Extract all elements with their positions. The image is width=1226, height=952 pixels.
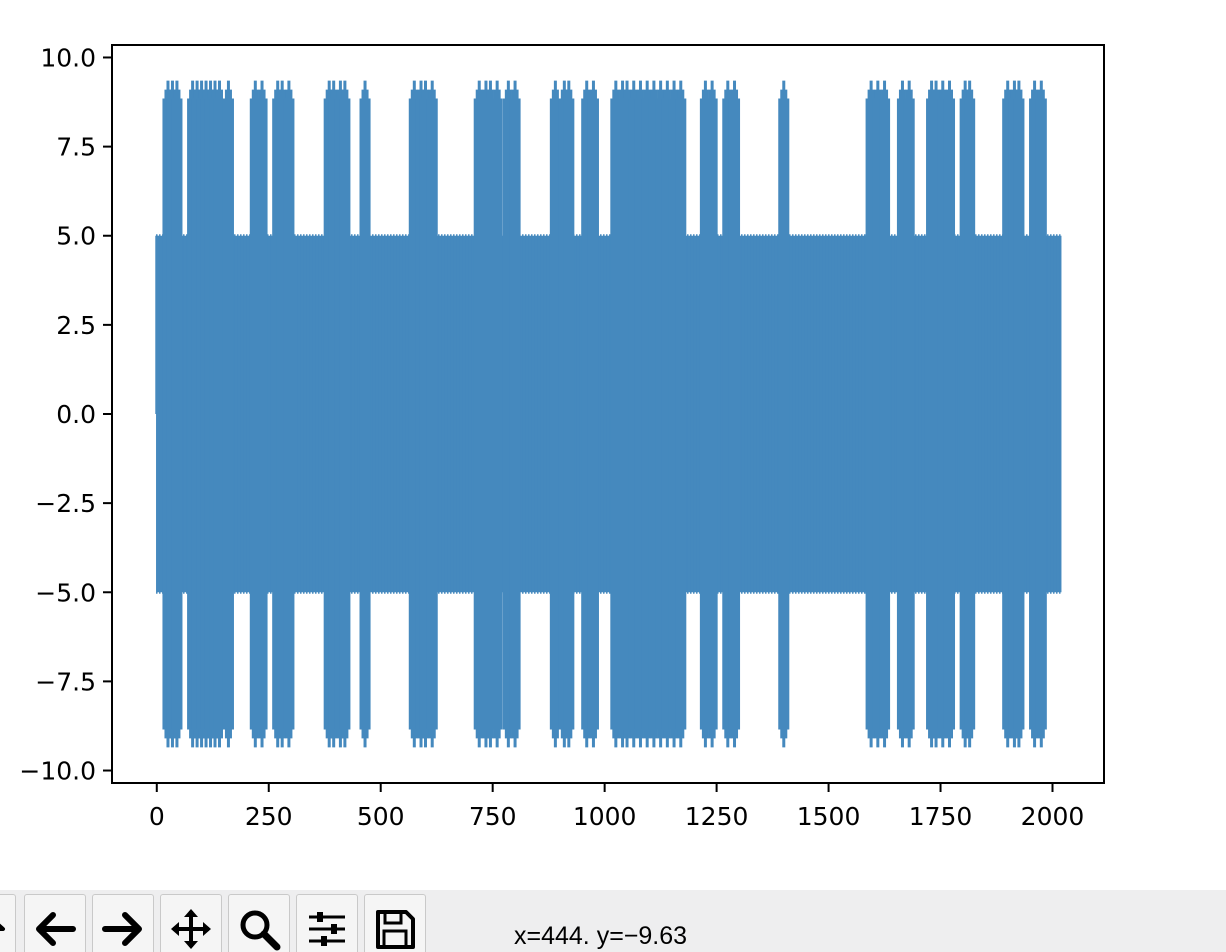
y-tick-label: −7.5 [35, 667, 96, 696]
spike-burst [419, 80, 432, 748]
spike-burst [648, 80, 660, 748]
spike-burst [1013, 80, 1025, 748]
x-tick-label: 250 [245, 802, 293, 831]
spike-burst [1002, 80, 1014, 748]
y-tick-label: −2.5 [35, 489, 96, 518]
y-tick-label: 0.0 [56, 400, 96, 429]
x-tick-label: 750 [469, 802, 517, 831]
spike-burst [865, 80, 877, 748]
spike-burst [484, 80, 496, 748]
x-tick-label: 1000 [573, 802, 637, 831]
back-arrow-icon [36, 911, 76, 946]
x-tick-label: 500 [357, 802, 405, 831]
spike-burst [896, 80, 908, 748]
home-button[interactable] [0, 894, 16, 952]
spike-burst [699, 80, 711, 748]
spike-burst [473, 80, 485, 748]
save-button[interactable] [364, 894, 426, 952]
spike-burst [249, 80, 261, 748]
spike-burst [328, 80, 340, 748]
chart-area[interactable]: 0 250 500 750 1000 1250 1500 1750 2000 10.0 7.5 5.… [0, 0, 1226, 890]
x-tick-label: 2000 [1021, 802, 1085, 831]
spike-burst [930, 80, 942, 748]
spike-burst [879, 80, 891, 748]
y-tick-label: −5.0 [35, 578, 96, 607]
save-icon [376, 909, 415, 949]
forward-arrow-icon [102, 911, 142, 946]
spike-burst [872, 80, 884, 748]
spike-burst [610, 80, 622, 748]
configure-subplots-button[interactable] [296, 894, 358, 952]
spike-burst [171, 80, 183, 748]
back-button[interactable] [24, 894, 86, 952]
zoom-icon [240, 910, 281, 950]
spike-burst [722, 80, 734, 748]
x-tick-label: 1500 [797, 802, 861, 831]
y-tick-label: 2.5 [56, 311, 96, 340]
spike-burst [621, 80, 633, 748]
cursor-coordinates: x=444. y=−9.63 [514, 922, 688, 950]
navigation-toolbar [0, 890, 1226, 952]
spike-burst [339, 80, 351, 748]
spike-burst [937, 80, 949, 748]
spike-burst [668, 80, 680, 748]
spike-burst [675, 80, 687, 748]
spike-burst [641, 80, 653, 748]
x-tick-label: 0 [149, 802, 165, 831]
spike-burst [283, 80, 295, 748]
spike-burst [256, 80, 268, 748]
series-line [155, 80, 1062, 748]
forward-button[interactable] [92, 894, 154, 952]
y-tick-label: 5.0 [56, 222, 96, 251]
spike-burst [634, 80, 646, 748]
configure-subplots-icon [309, 911, 345, 946]
spike-burst [563, 80, 575, 748]
y-tick-label: −10.0 [19, 757, 96, 786]
zoom-button[interactable] [228, 894, 290, 952]
spike-burst [491, 80, 503, 748]
spike-burst [903, 80, 915, 748]
spike-burst [628, 80, 640, 748]
y-tick-label: 10.0 [40, 43, 96, 72]
pan-icon [171, 908, 211, 949]
spike-burst [1029, 80, 1041, 748]
spike-burst [943, 80, 956, 748]
pan-button[interactable] [160, 894, 222, 952]
spike-burst [661, 80, 673, 748]
x-tick-label: 1750 [909, 802, 973, 831]
spike-burst [964, 80, 976, 748]
spike-burst [549, 80, 561, 748]
spike-burst [778, 80, 790, 748]
spike-burst [408, 80, 420, 748]
spike-burst [706, 80, 718, 748]
spike-burst [1035, 80, 1047, 748]
spike-burst [728, 80, 741, 748]
spike-burst [213, 80, 226, 748]
spike-burst [655, 80, 667, 748]
line-chart[interactable]: 0 250 500 750 1000 1250 1500 1750 2000 10.0 7.5 5.… [0, 0, 1226, 890]
spike-burst [276, 80, 288, 748]
spike-burst [222, 80, 234, 748]
x-tick-label: 1250 [685, 802, 749, 831]
spike-burst [359, 80, 371, 748]
home-icon [0, 923, 5, 931]
spike-burst [581, 80, 593, 748]
spike-burst [426, 80, 438, 748]
spike-burst [502, 80, 514, 748]
spike-burst [509, 80, 521, 748]
y-tick-label: 7.5 [56, 133, 96, 162]
spike-burst [587, 80, 599, 748]
